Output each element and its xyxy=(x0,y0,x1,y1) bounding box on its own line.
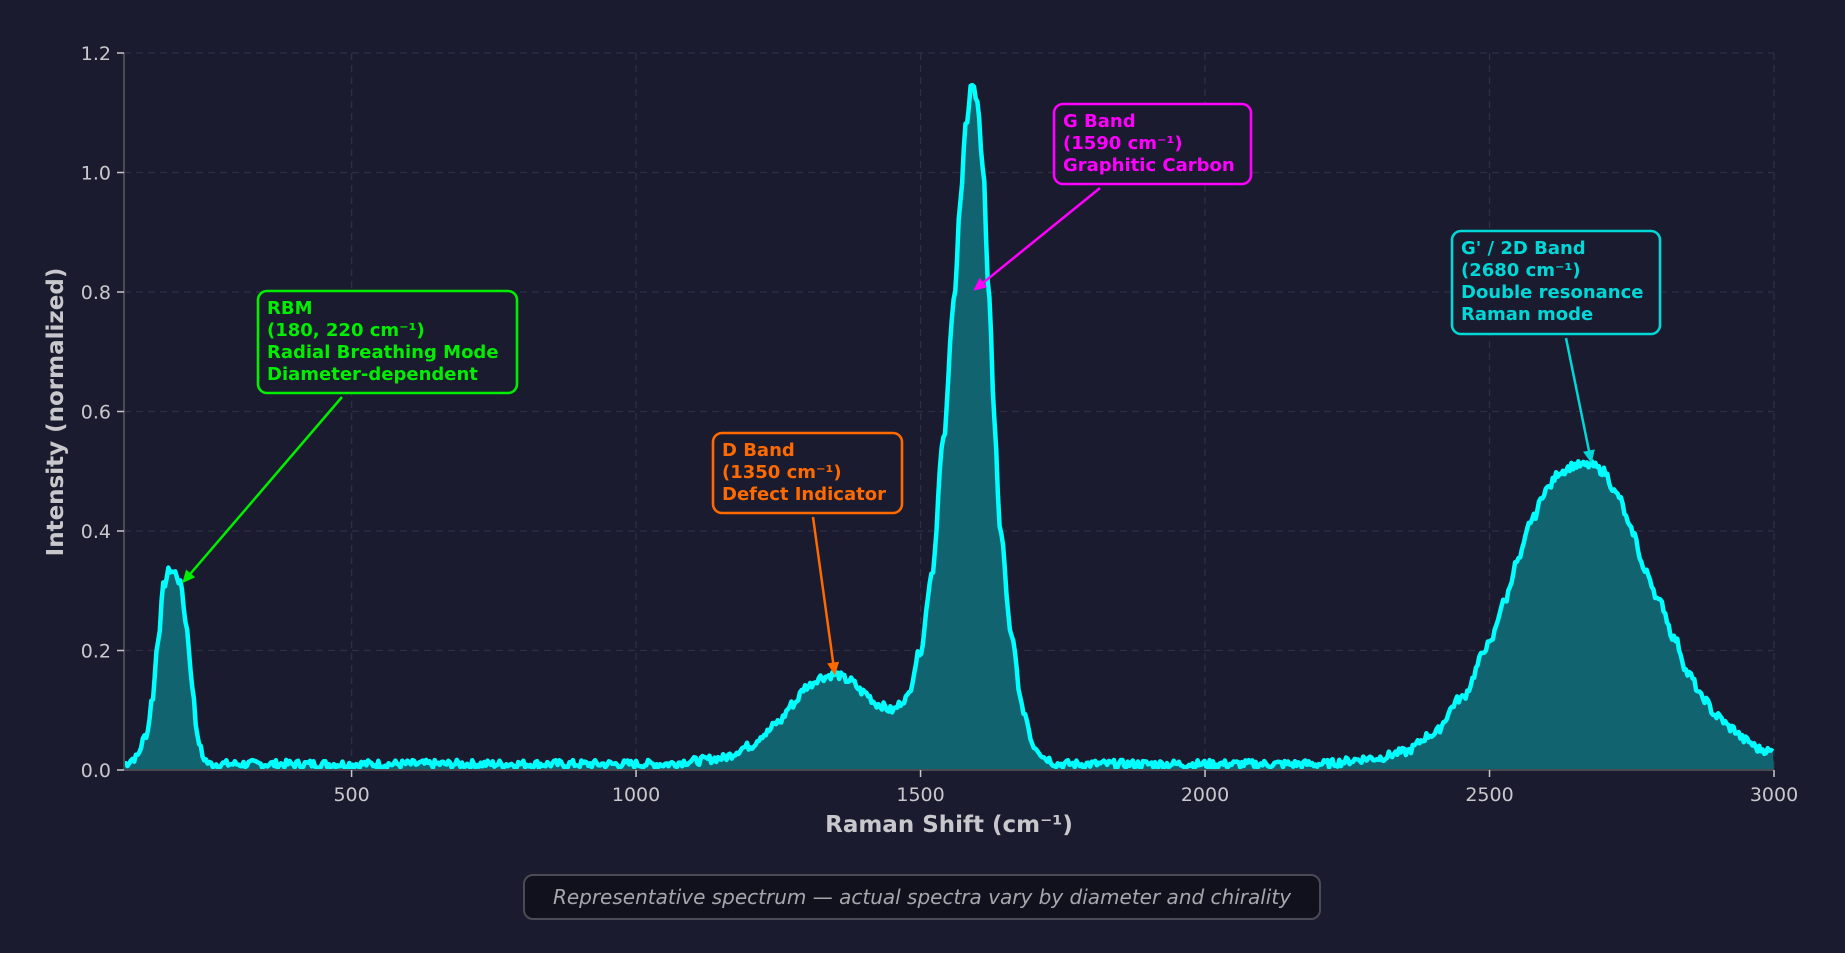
annotation-box xyxy=(1052,102,1253,186)
annotation-box xyxy=(1450,229,1662,336)
y-tick-label: 0.8 xyxy=(81,282,111,304)
annotation-box xyxy=(256,289,519,395)
x-tick-label: 2500 xyxy=(1465,784,1513,806)
x-tick-label: 3000 xyxy=(1750,784,1798,806)
annotation-rbm: RBM(180, 220 cm⁻¹)Radial Breathing ModeD… xyxy=(182,289,519,584)
x-axis-ticks: 500 1000 1500 2000 2500 3000 xyxy=(333,770,1798,806)
y-tick-label: 1.2 xyxy=(81,43,111,65)
annotation-text: Diameter-dependent xyxy=(267,364,478,385)
y-tick-label: 0.2 xyxy=(81,641,111,663)
annotation-text: Radial Breathing Mode xyxy=(267,342,499,363)
annotation-text: (180, 220 cm⁻¹) xyxy=(267,320,425,341)
annotation-text: Raman mode xyxy=(1461,304,1593,325)
arrow-icon xyxy=(1564,337,1592,456)
y-tick-label: 0.0 xyxy=(81,760,111,782)
annotation-box xyxy=(711,431,904,515)
y-axis-label: Intensity (normalized) xyxy=(43,268,69,557)
y-tick-label: 0.4 xyxy=(81,521,111,543)
arrowhead-icon xyxy=(827,661,840,676)
x-tick-label: 500 xyxy=(333,784,369,806)
annotation-text: (1590 cm⁻¹) xyxy=(1063,133,1183,154)
x-axis-label: Raman Shift (cm⁻¹) xyxy=(825,812,1073,838)
y-axis-ticks: 0.0 0.2 0.4 0.6 0.8 1.0 1.2 xyxy=(81,43,124,782)
annotation-text: Defect Indicator xyxy=(722,484,886,505)
x-tick-label: 1000 xyxy=(612,784,660,806)
x-tick-label: 2000 xyxy=(1181,784,1229,806)
annotation-text: G Band xyxy=(1063,111,1136,132)
peak-annotations: RBM(180, 220 cm⁻¹)Radial Breathing ModeD… xyxy=(182,102,1662,676)
annotation-text: Double resonance xyxy=(1461,282,1643,303)
annotation-text: G' / 2D Band xyxy=(1461,238,1586,259)
annotation-text: Graphitic Carbon xyxy=(1063,155,1235,176)
arrowhead-icon xyxy=(182,569,196,584)
annotation-g2d_band: G' / 2D Band(2680 cm⁻¹)Double resonanceR… xyxy=(1450,229,1662,464)
x-tick-label: 1500 xyxy=(896,784,944,806)
annotation-d_band: D Band(1350 cm⁻¹)Defect Indicator xyxy=(711,431,904,676)
caption-note: Representative spectrum — actual spectra… xyxy=(523,874,1321,920)
arrowhead-icon xyxy=(973,277,988,291)
spectrum-line xyxy=(122,82,1775,771)
y-tick-label: 0.6 xyxy=(81,402,111,424)
arrow-icon xyxy=(811,516,836,668)
y-tick-label: 1.0 xyxy=(81,163,111,185)
arrow-icon xyxy=(978,187,1101,287)
arrow-icon xyxy=(186,396,343,578)
annotation-text: (1350 cm⁻¹) xyxy=(722,462,842,483)
spectrum-area-fill xyxy=(124,85,1774,771)
annotation-text: (2680 cm⁻¹) xyxy=(1461,260,1581,281)
annotation-text: RBM xyxy=(267,298,313,319)
annotation-text: D Band xyxy=(722,440,795,461)
arrowhead-icon xyxy=(1583,449,1595,464)
annotation-g_band: G Band(1590 cm⁻¹)Graphitic Carbon xyxy=(973,102,1253,291)
